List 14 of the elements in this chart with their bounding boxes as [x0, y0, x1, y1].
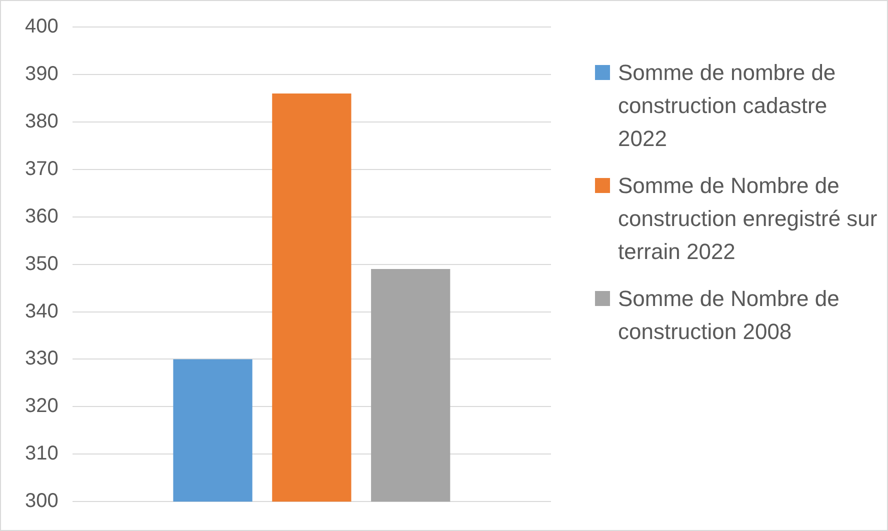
y-tick-label: 350	[24, 252, 58, 275]
y-tick-label: 390	[24, 62, 58, 85]
y-tick-label: 340	[24, 300, 58, 322]
y-tick-label: 370	[24, 158, 58, 180]
y-tick-label: 300	[24, 490, 58, 512]
y-tick-label: 310	[24, 442, 58, 465]
y-tick-label: 330	[24, 348, 58, 370]
y-tick-label: 380	[24, 110, 58, 132]
y-tick-label: 320	[24, 395, 58, 418]
y-tick-label: 360	[24, 205, 58, 228]
legend-label: Somme de nombre de construction cadastre 2022	[618, 59, 837, 153]
legend-label: Somme de Nombre de construction 2008	[618, 285, 840, 346]
y-tick-label: 400	[24, 16, 58, 38]
legend-label: Somme de Nombre de construction enregistré sur terrain 2022	[618, 172, 878, 266]
